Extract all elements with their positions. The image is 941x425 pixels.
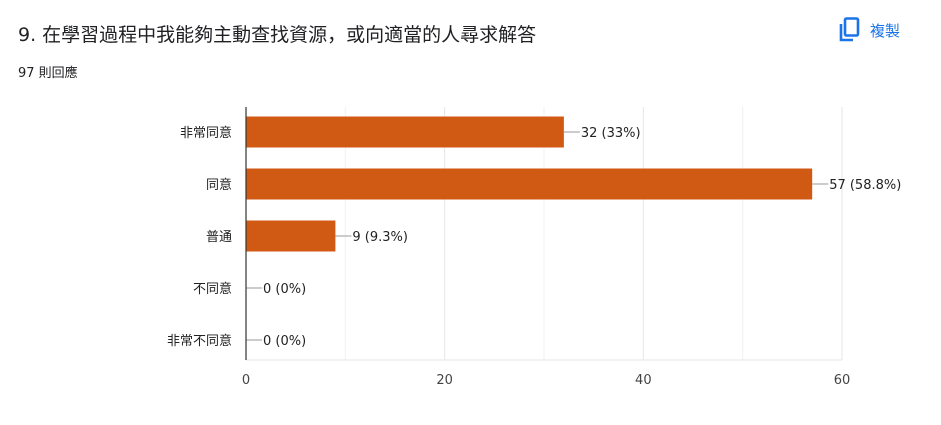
question-title: 9. 在學習過程中我能夠主動查找資源，或向適當的人尋求解答 <box>18 24 537 46</box>
data-label-1: 57 (58.8%) <box>829 178 901 193</box>
category-label-4: 非常不同意 <box>167 333 232 349</box>
x-tick-label-3: 60 <box>834 373 851 388</box>
bar-2 <box>246 220 336 252</box>
copy-icon <box>838 17 860 43</box>
copy-button[interactable]: 複製 <box>838 14 900 46</box>
data-label-2: 9 (9.3%) <box>352 230 408 245</box>
x-tick-label-0: 0 <box>242 373 250 388</box>
category-label-1: 同意 <box>206 177 232 193</box>
data-label-0: 32 (33%) <box>581 126 641 141</box>
response-count: 97 則回應 <box>18 66 78 81</box>
data-label-4: 0 (0%) <box>263 334 306 349</box>
x-tick-label-2: 40 <box>635 373 652 388</box>
category-label-0: 非常同意 <box>180 125 232 141</box>
category-label-3: 不同意 <box>193 281 232 297</box>
bar-0 <box>246 116 564 148</box>
x-tick-label-1: 20 <box>436 373 453 388</box>
data-label-3: 0 (0%) <box>263 282 306 297</box>
bar-1 <box>246 168 813 200</box>
category-label-2: 普通 <box>206 230 232 245</box>
copy-label: 複製 <box>870 21 901 40</box>
